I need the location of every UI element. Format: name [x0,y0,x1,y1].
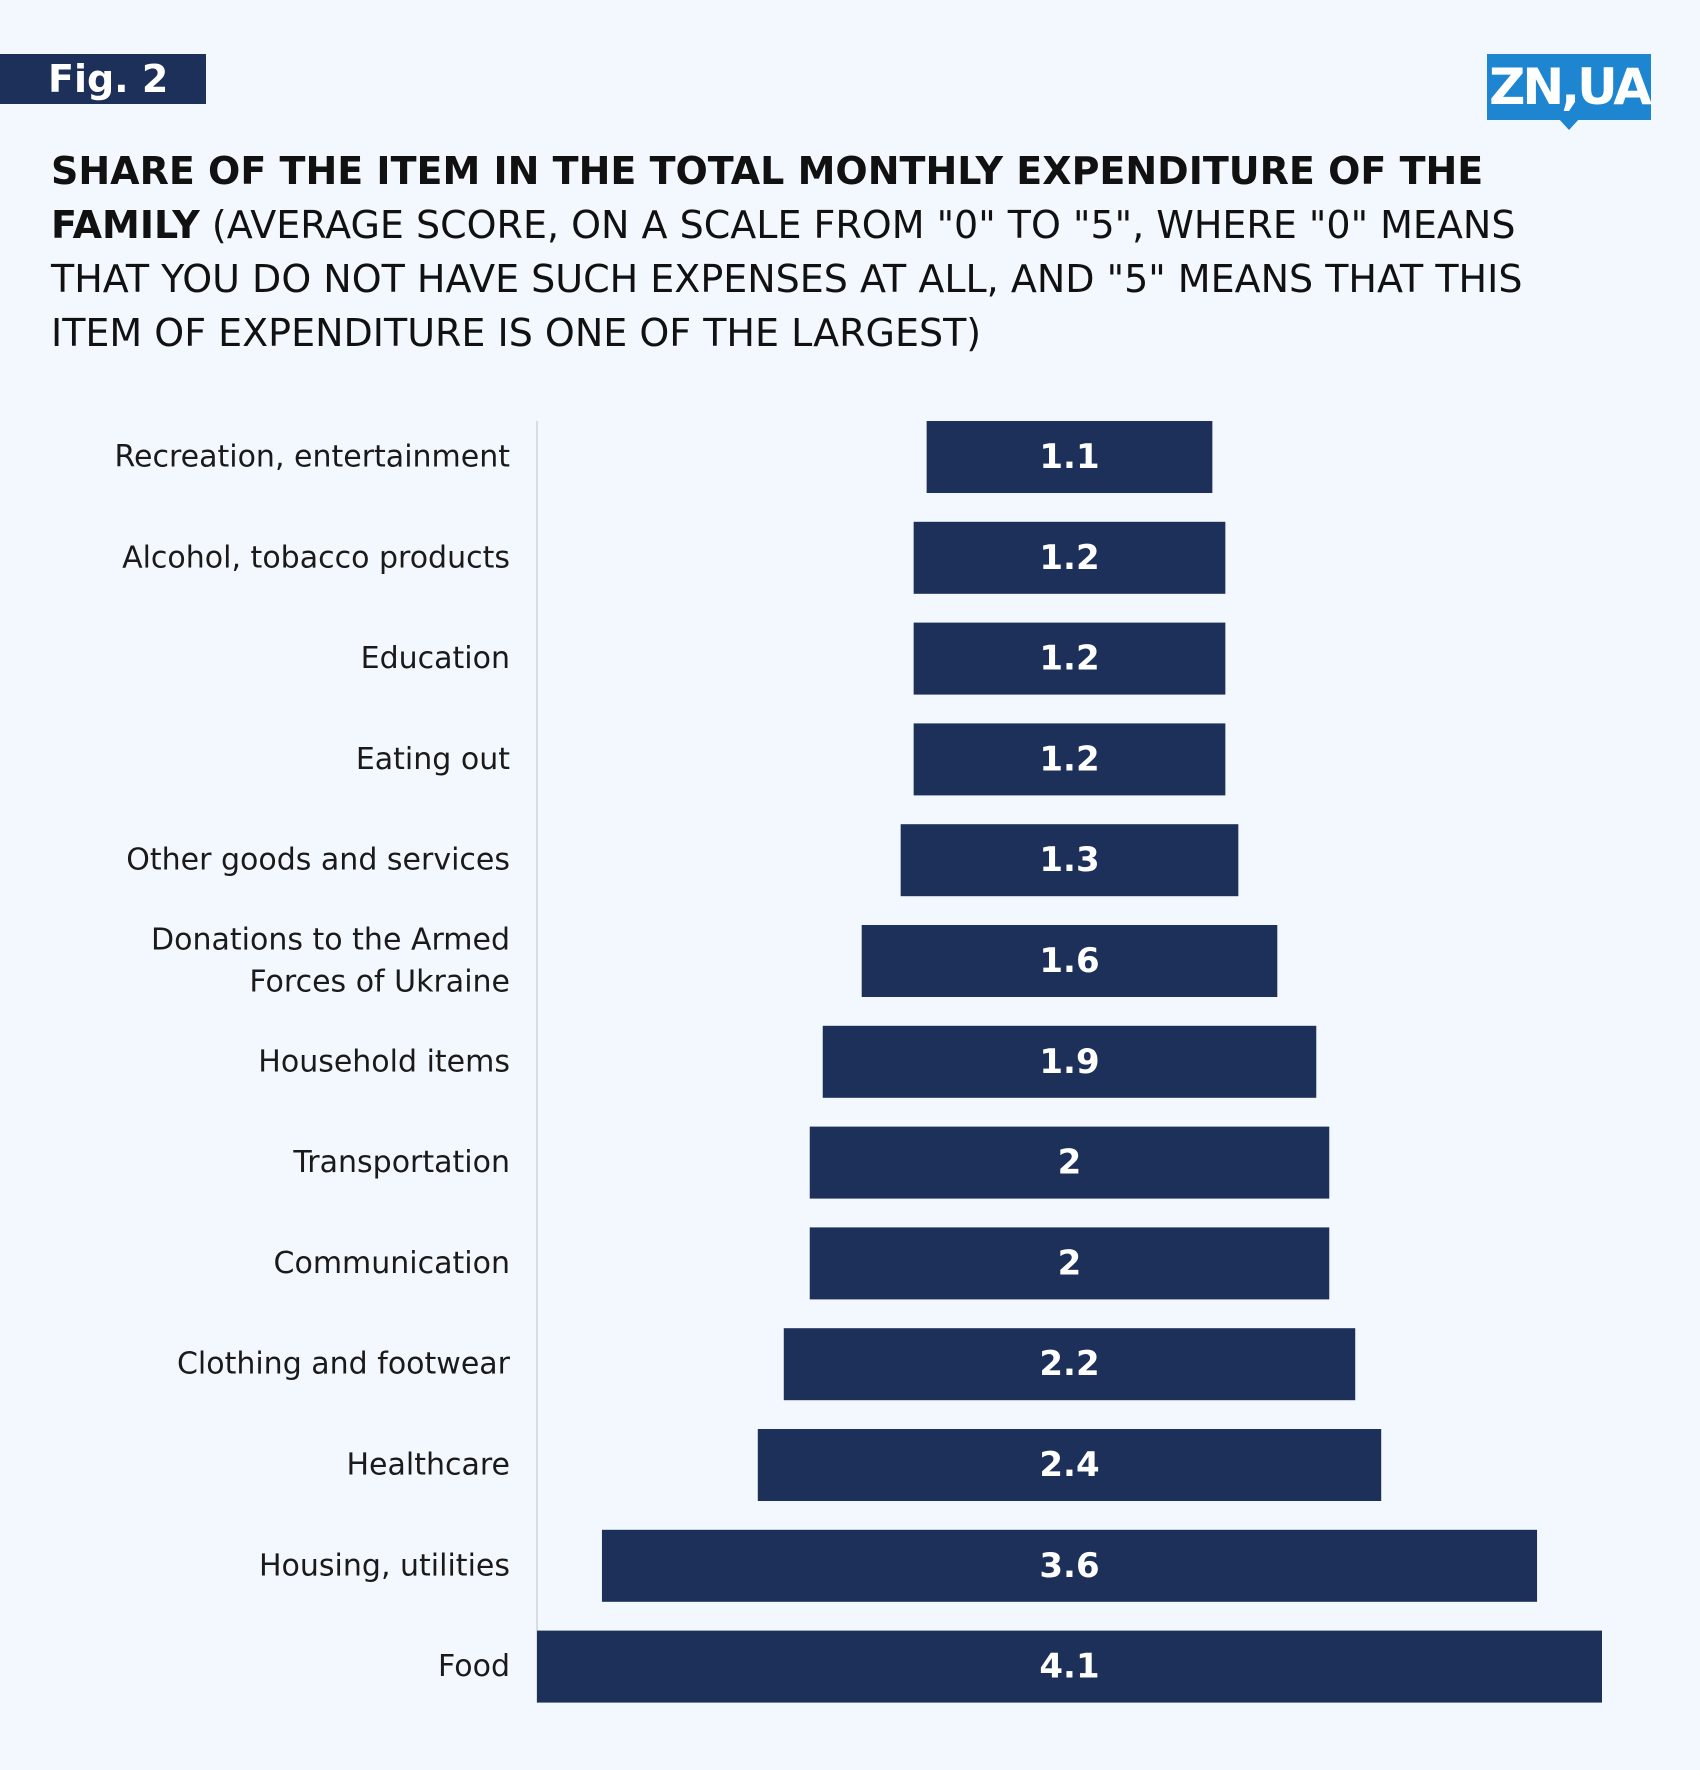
bar[interactable] [757,1429,1382,1501]
category-label: Donations to the Armed Forces of Ukraine [151,923,510,1000]
bar-value-label: 1.9 [1039,1042,1099,1082]
bar-value-label: 2.4 [1039,1445,1099,1485]
logo-tail-shape [1558,118,1580,130]
category-label-line: Education [361,641,510,676]
bar-value-label: 1.6 [1039,941,1099,981]
bar[interactable] [926,421,1213,493]
brand-logo[interactable]: ZN,UA [1487,54,1652,120]
category-label: Household items [258,1044,510,1079]
category-label: Food [438,1649,510,1684]
bar-value-label: 2.2 [1039,1344,1099,1384]
category-label-line: Transportation [292,1145,510,1180]
bar[interactable] [537,1630,1602,1703]
bar[interactable] [783,1328,1356,1401]
category-label-line: Household items [258,1044,510,1079]
bar-value-label: 1.2 [1039,739,1099,779]
category-label: Eating out [356,742,510,777]
category-label-line: Healthcare [346,1448,510,1483]
category-label: Alcohol, tobacco products [122,540,510,575]
bar[interactable] [809,1227,1330,1300]
category-label-line: Forces of Ukraine [249,965,510,1000]
chart-title-regular: (AVERAGE SCORE, ON A SCALE FROM "0" TO "… [51,203,1523,355]
bar[interactable] [809,1126,1330,1199]
bar[interactable] [861,925,1278,997]
bar[interactable] [601,1529,1538,1602]
category-label-line: Food [438,1649,510,1684]
bar[interactable] [913,521,1226,594]
category-label-line: Communication [274,1246,510,1281]
chart-title-bold: SHARE OF THE ITEM IN THE TOTAL MONTHLY E… [51,149,1484,247]
expenditure-bar-chart: 1.1 Recreation, entertainment 1.2 Alcohol, … [115,421,1602,1703]
category-label: Clothing and footwear [177,1347,511,1382]
bar-value-label: 1.1 [1039,437,1099,477]
category-label-line: Housing, utilities [259,1548,510,1583]
category-label: Healthcare [346,1448,510,1483]
category-label: Communication [274,1246,510,1281]
bar-value-label: 2 [1058,1243,1082,1283]
bar-value-label: 3.6 [1039,1546,1099,1586]
category-label: Education [361,641,510,676]
chart-title: SHARE OF THE ITEM IN THE TOTAL MONTHLY E… [51,144,1611,360]
bar-value-label: 4.1 [1039,1647,1099,1687]
category-label: Housing, utilities [259,1548,510,1583]
bar[interactable] [913,622,1226,695]
category-label: Other goods and services [126,843,510,878]
bar-value-label: 1.2 [1039,538,1099,578]
category-label-line: Recreation, entertainment [115,440,511,475]
figure-number-label: Fig. 2 [0,54,206,104]
category-label-line: Donations to the Armed [151,923,510,958]
category-label-line: Other goods and services [126,843,510,878]
bar-value-label: 2 [1058,1143,1082,1183]
category-label: Recreation, entertainment [115,440,511,475]
category-label-line: Eating out [356,742,510,777]
bar[interactable] [913,723,1226,796]
bar-value-label: 1.2 [1039,639,1099,679]
bar-value-label: 1.3 [1039,840,1099,880]
bar[interactable] [822,1025,1317,1098]
category-label: Transportation [292,1145,510,1180]
category-label-line: Clothing and footwear [177,1347,511,1382]
category-label-line: Alcohol, tobacco products [122,540,510,575]
bar[interactable] [900,824,1239,897]
